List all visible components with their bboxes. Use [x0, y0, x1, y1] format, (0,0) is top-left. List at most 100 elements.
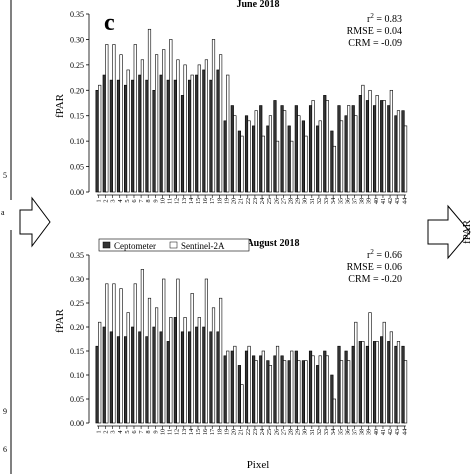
bar-ceptometer-8	[145, 336, 149, 424]
bar-ceptometer-5	[124, 84, 128, 193]
x-tick-label-40: 40	[373, 198, 380, 205]
x-tick-label-15: 15	[195, 198, 202, 205]
x-tick-label-12: 12	[174, 198, 181, 205]
bar-sentinel-2a-38	[361, 341, 365, 424]
bar-ceptometer-39	[365, 345, 370, 424]
bars-june	[95, 28, 408, 193]
bar-ceptometer-27	[280, 355, 284, 424]
bar-sentinel-2a-33	[325, 100, 329, 193]
bar-ceptometer-18	[216, 331, 220, 424]
bar-sentinel-2a-24	[261, 135, 265, 193]
bar-sentinel-2a-16	[204, 59, 208, 193]
y-tick-label: 0.30	[70, 35, 84, 44]
bar-sentinel-2a-30	[304, 360, 308, 424]
bar-ceptometer-17	[209, 331, 213, 424]
bar-sentinel-2a-4	[119, 54, 123, 193]
x-tick-label-23: 23	[252, 198, 259, 205]
bar-ceptometer-10	[159, 331, 163, 424]
bar-sentinel-2a-9	[155, 307, 159, 424]
bar-sentinel-2a-22	[247, 345, 251, 424]
x-tick-label-37: 37	[352, 197, 359, 204]
bar-ceptometer-33	[323, 95, 327, 193]
x-tick-label-3: 3	[110, 199, 117, 202]
bar-ceptometer-40	[372, 341, 377, 424]
bar-ceptometer-2	[102, 326, 106, 424]
bar-ceptometer-7	[138, 74, 142, 193]
bar-sentinel-2a-39	[368, 89, 372, 193]
bar-sentinel-2a-25	[268, 115, 273, 193]
bar-ceptometer-12	[173, 317, 177, 424]
bar-sentinel-2a-6	[133, 283, 137, 424]
bar-sentinel-2a-31	[311, 100, 315, 193]
bar-sentinel-2a-27	[283, 360, 287, 424]
x-tick-label-33: 33	[323, 429, 330, 436]
bar-ceptometer-14	[188, 331, 192, 424]
x-tick-label-11: 11	[167, 198, 174, 204]
x-tick-label-29: 29	[295, 198, 302, 205]
bar-ceptometer-3	[109, 331, 113, 424]
x-tick-label-14: 14	[188, 428, 195, 435]
bar-sentinel-2a-32	[318, 355, 322, 424]
x-tick-label-26: 26	[273, 197, 280, 204]
bar-sentinel-2a-43	[396, 110, 401, 193]
bar-ceptometer-31	[308, 105, 313, 193]
x-tick-label-39: 39	[366, 198, 373, 205]
bar-ceptometer-1	[95, 89, 99, 193]
bar-ceptometer-35	[337, 345, 341, 424]
r2-june: r2 = 0.83	[367, 12, 402, 25]
stats-august: r2 = 0.66 RMSE = 0.06 CRM = -0.20	[347, 248, 402, 285]
x-tick-label-17: 17	[209, 428, 216, 435]
bar-ceptometer-21	[237, 130, 241, 193]
bar-ceptometer-11	[166, 79, 170, 193]
y-tick-label: 0.10	[70, 137, 84, 146]
bar-sentinel-2a-36	[347, 105, 351, 193]
bar-sentinel-2a-14	[190, 74, 194, 193]
x-tick-label-44: 44	[401, 428, 408, 435]
bar-ceptometer-35	[337, 105, 341, 193]
x-tick-label-16: 16	[202, 428, 209, 435]
x-tick-label-13: 13	[181, 198, 188, 205]
bar-sentinel-2a-2	[105, 44, 109, 193]
x-tick-label-25: 25	[266, 198, 273, 205]
x-tick-label-28: 28	[287, 198, 294, 205]
bar-sentinel-2a-23	[254, 110, 258, 193]
x-tick-label-19: 19	[223, 429, 230, 436]
bar-ceptometer-33	[323, 350, 327, 424]
left-fragment-text-1: 5	[3, 171, 7, 180]
bar-sentinel-2a-14	[190, 293, 194, 424]
x-tick-label-42: 42	[387, 198, 394, 205]
y-tick-label: 0.25	[70, 299, 84, 308]
bar-sentinel-2a-31	[311, 355, 315, 424]
bar-sentinel-2a-3	[112, 44, 116, 193]
chart-august-2018: 0.000.050.100.150.200.250.300.351 2 3 4 5 6 7 8…	[54, 238, 408, 471]
bar-ceptometer-34	[330, 130, 334, 193]
bar-sentinel-2a-20	[233, 115, 237, 193]
bar-sentinel-2a-9	[155, 54, 159, 193]
bar-sentinel-2a-21	[240, 384, 244, 424]
x-tick-label-2: 2	[103, 199, 110, 202]
bar-ceptometer-2	[102, 74, 106, 193]
bar-sentinel-2a-40	[375, 341, 379, 424]
bar-sentinel-2a-35	[339, 360, 344, 424]
bar-sentinel-2a-12	[176, 278, 180, 424]
xlabel-pixel: Pixel	[247, 459, 270, 471]
y-tick-label: 0.35	[70, 251, 84, 260]
x-tick-label-10: 10	[159, 429, 166, 436]
left-fragment-text-3: 9	[3, 407, 7, 416]
bar-sentinel-2a-21	[240, 135, 244, 193]
x-tick-label-18: 18	[216, 429, 223, 436]
bar-sentinel-2a-4	[119, 288, 123, 424]
bar-sentinel-2a-11	[169, 317, 173, 424]
x-tick-label-8: 8	[145, 430, 152, 433]
chart-june-2018: 0.000.050.100.150.200.250.300.351 2 3 4 5 6 7 8…	[54, 0, 408, 204]
axes-august: 0.000.050.100.150.200.250.300.351 2 3 4 5 6 7 8…	[70, 251, 408, 435]
x-tick-label-20: 20	[231, 198, 238, 205]
x-tick-label-4: 4	[117, 199, 124, 203]
x-tick-label-32: 32	[316, 429, 323, 436]
bar-ceptometer-3	[109, 79, 113, 193]
bar-sentinel-2a-20	[233, 345, 237, 424]
x-tick-label-31: 31	[309, 198, 316, 205]
legend: Ceptometer Sentinel-2A	[98, 238, 250, 252]
bar-ceptometer-24	[259, 355, 263, 424]
bar-sentinel-2a-11	[169, 39, 173, 193]
